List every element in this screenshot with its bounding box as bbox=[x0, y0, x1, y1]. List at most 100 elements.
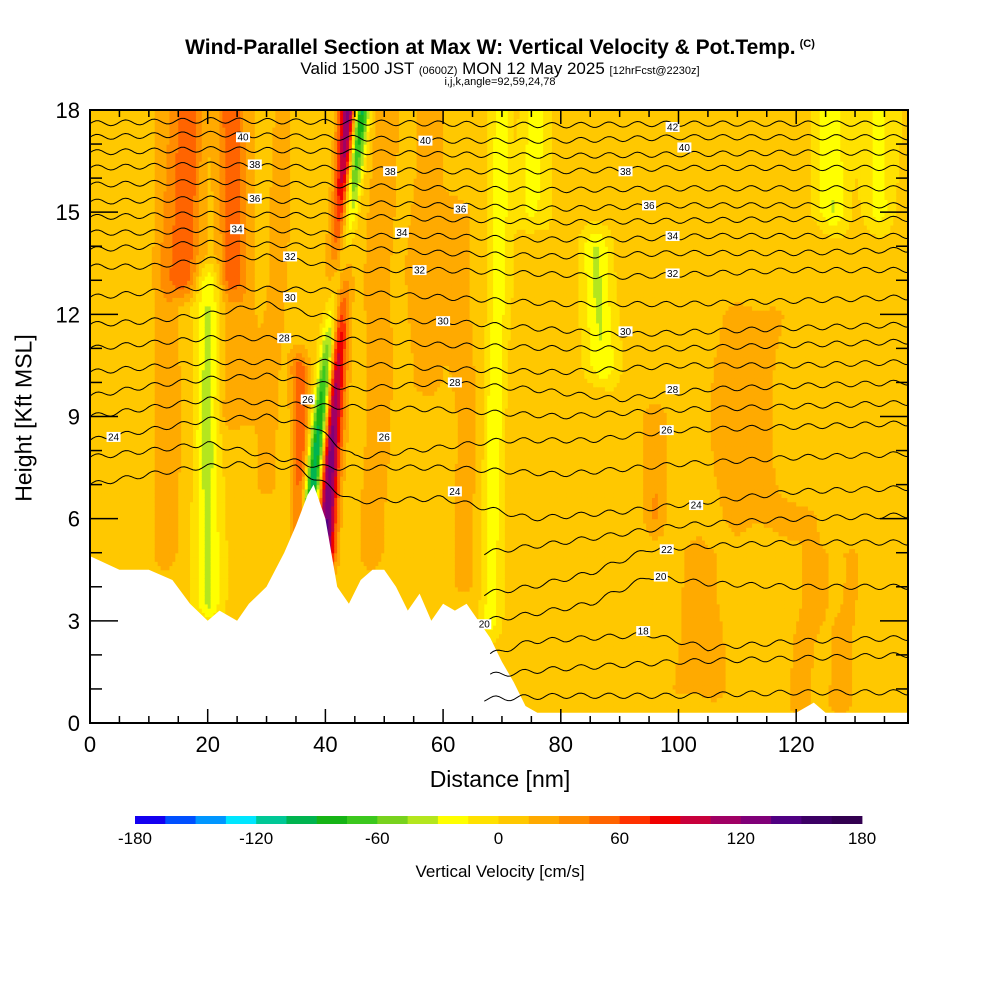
contour-label-bg bbox=[665, 231, 680, 242]
contour-label-bg bbox=[106, 431, 121, 442]
contour-label: 38 bbox=[249, 160, 261, 171]
isentrope-20 bbox=[484, 575, 908, 624]
contour-label-bg bbox=[665, 122, 680, 133]
isentrope-24 bbox=[90, 461, 908, 522]
isentrope-unlabeled-7 bbox=[90, 116, 908, 129]
contour-label: 40 bbox=[679, 143, 691, 154]
contour-label-bg bbox=[247, 193, 262, 204]
contour-label-bg bbox=[383, 166, 398, 177]
contour-label: 26 bbox=[302, 395, 314, 406]
contour-label: 28 bbox=[449, 378, 461, 389]
contour-label-bg bbox=[618, 166, 633, 177]
isentrope-32 bbox=[90, 253, 908, 280]
contour-label: 38 bbox=[385, 167, 397, 178]
contour-label-bg bbox=[665, 268, 680, 279]
contour-label: 20 bbox=[655, 572, 667, 583]
contour-label-bg bbox=[230, 224, 245, 235]
contour-label: 28 bbox=[279, 334, 291, 345]
isentrope-unlabeled-11 bbox=[90, 396, 908, 420]
colorbar: -180 -120 -60 0 60 120 180 bbox=[118, 816, 876, 848]
contour-label-bg bbox=[412, 265, 427, 276]
contour-label: 26 bbox=[661, 426, 673, 437]
contour-label-bg bbox=[236, 132, 251, 143]
contour-label: 32 bbox=[414, 266, 426, 277]
contour-label: 34 bbox=[396, 228, 408, 239]
contour-label-bg bbox=[277, 333, 292, 344]
isentrope-28 bbox=[90, 372, 908, 403]
contour-label-bg bbox=[394, 227, 409, 238]
contour-label: 32 bbox=[667, 269, 679, 280]
colorbar-swatch bbox=[831, 816, 863, 824]
colorbar-swatch bbox=[801, 816, 833, 824]
y-axis-title: Height [Kft MSL] bbox=[11, 334, 38, 501]
contour-label: 40 bbox=[420, 136, 432, 147]
isentrope-unlabeled-6 bbox=[90, 145, 908, 160]
contour-label-bg bbox=[665, 384, 680, 395]
contour-label: 28 bbox=[667, 385, 679, 396]
contour-label: 26 bbox=[379, 432, 391, 443]
chart-title: Wind-Parallel Section at Max W: Vertical… bbox=[0, 36, 1000, 60]
colorbar-swatch bbox=[165, 816, 196, 824]
contour-label: 24 bbox=[108, 432, 120, 443]
contour-label-bg bbox=[636, 626, 651, 637]
isentrope-unlabeled-2 bbox=[90, 283, 908, 308]
x-tick-label: 80 bbox=[549, 732, 573, 757]
colorbar-swatch bbox=[468, 816, 499, 824]
colorbar-swatch bbox=[377, 816, 409, 824]
colorbar-swatch bbox=[619, 816, 651, 824]
colorbar-swatch bbox=[347, 816, 378, 824]
x-tick-label: 60 bbox=[431, 732, 455, 757]
colorbar-swatch bbox=[195, 816, 227, 824]
isentrope-36 bbox=[90, 195, 908, 212]
isentrope-16 bbox=[484, 689, 908, 702]
isentrope-unlabeled-3 bbox=[90, 239, 908, 260]
contour-label-bg bbox=[300, 394, 315, 405]
contour-label-bg bbox=[653, 571, 668, 582]
colorbar-swatch bbox=[135, 816, 166, 824]
contour-label: 42 bbox=[667, 123, 679, 134]
potential-temperature-contours bbox=[90, 116, 908, 702]
contour-label-bg bbox=[436, 316, 451, 327]
isentrope-unlabeled-0 bbox=[90, 358, 908, 376]
contour-label-bg bbox=[659, 544, 674, 555]
y-tick-label: 15 bbox=[56, 200, 80, 225]
colorbar-swatch bbox=[498, 816, 530, 824]
contour-label: 36 bbox=[455, 204, 467, 215]
colorbar-swatch bbox=[771, 816, 802, 824]
contour-label: 38 bbox=[620, 167, 632, 178]
contour-label-bg bbox=[677, 142, 692, 153]
colorbar-swatch bbox=[437, 816, 469, 824]
colorbar-tick-label: -180 bbox=[118, 829, 152, 848]
colorbar-tick-label: 60 bbox=[610, 829, 629, 848]
contour-label-bg bbox=[618, 326, 633, 337]
chart-subtitle-coords: i,j,k,angle=92,59,24,78 bbox=[0, 76, 1000, 88]
colorbar-swatch bbox=[740, 816, 772, 824]
contour-label-bg bbox=[447, 377, 462, 388]
x-tick-label: 100 bbox=[660, 732, 697, 757]
contour-label: 22 bbox=[661, 545, 673, 556]
contour-label: 18 bbox=[638, 627, 650, 638]
contour-label: 36 bbox=[644, 201, 656, 212]
colorbar-swatch bbox=[286, 816, 318, 824]
isentrope-unlabeled-4 bbox=[90, 210, 908, 226]
colorbar-tick-label: -60 bbox=[365, 829, 390, 848]
isentrope-unlabeled-9 bbox=[484, 512, 908, 556]
y-tick-label: 0 bbox=[68, 711, 80, 736]
contour-label: 24 bbox=[691, 501, 703, 512]
contour-label-bg bbox=[447, 486, 462, 497]
colorbar-swatch bbox=[559, 816, 590, 824]
contour-label: 32 bbox=[285, 252, 297, 263]
colorbar-swatch bbox=[528, 816, 560, 824]
contour-label-bg bbox=[247, 159, 262, 170]
contour-label: 20 bbox=[479, 620, 491, 631]
colorbar-tick-label: 0 bbox=[494, 829, 503, 848]
isentrope-34 bbox=[90, 225, 908, 243]
y-tick-label: 12 bbox=[56, 302, 80, 327]
contour-label: 30 bbox=[285, 293, 297, 304]
isentrope-26 bbox=[90, 413, 908, 460]
isentrope-unlabeled-5 bbox=[90, 178, 908, 194]
terrain-mask bbox=[90, 484, 908, 723]
colorbar-tick-label: 120 bbox=[727, 829, 755, 848]
